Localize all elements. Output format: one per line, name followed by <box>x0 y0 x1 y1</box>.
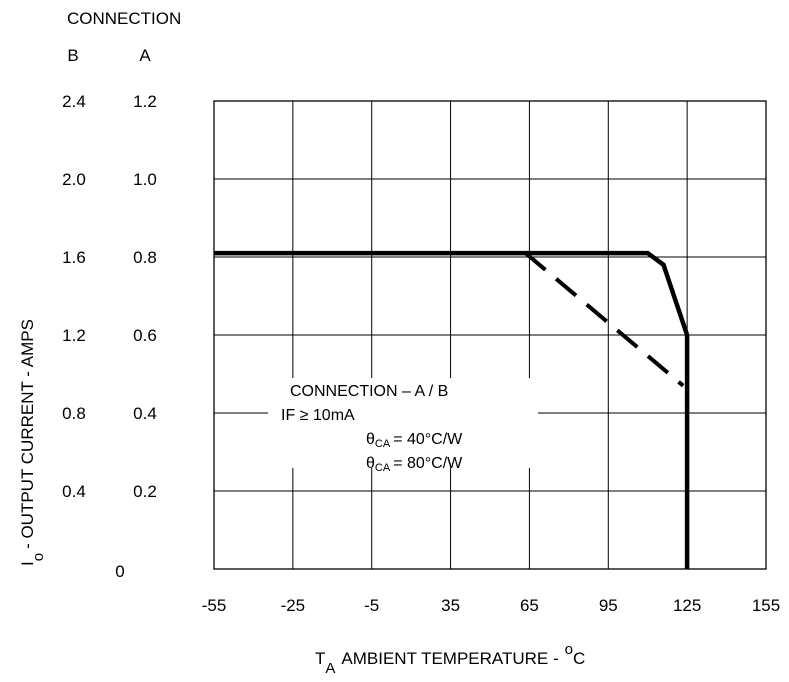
legend-entry-40-sub: CA <box>375 438 391 450</box>
legend-entry-40: θCA = 40°C/W <box>366 431 463 450</box>
x-tick-label: 125 <box>673 596 701 615</box>
grid <box>214 101 766 569</box>
legend-condition: IF ≥ 10mA <box>281 407 355 424</box>
y-tick-labels: 1.2 2.4 1.0 2.0 0.8 1.6 0.6 1.2 0.4 0.8 0.2 0.4 0 <box>62 92 157 581</box>
legend-entry-40-theta: θ <box>366 431 375 448</box>
y-axis-label: Io - OUTPUT CURRENT - AMPS <box>18 319 47 566</box>
y-tick-label-a: 0.6 <box>133 326 157 345</box>
y-tick-label-b: 0.4 <box>62 482 86 501</box>
y-tick-label-b: 2.4 <box>62 92 86 111</box>
y-axis-label-text: - OUTPUT CURRENT - AMPS <box>18 319 37 549</box>
y-tick-label-a: 0.4 <box>133 404 157 423</box>
y-tick-label-b: 1.6 <box>62 248 86 267</box>
x-tick-label: 35 <box>441 596 460 615</box>
legend-entry-80: θCA = 80°C/W <box>366 455 463 474</box>
x-tick-label: 95 <box>599 596 618 615</box>
y-tick-label-b: 0.8 <box>62 404 86 423</box>
x-axis-label-text: AMBIENT TEMPERATURE - <box>341 649 558 668</box>
x-tick-label: -25 <box>281 596 306 615</box>
y-tick-label-b: 2.0 <box>62 170 86 189</box>
x-tick-labels: -55 -25 -5 35 65 95 125 155 <box>202 596 780 615</box>
y-tick-label-a: 0.2 <box>133 482 157 501</box>
legend: CONNECTION – A / B IF ≥ 10mA θCA = 40°C/W… <box>268 378 538 474</box>
series-line-theta-80 <box>524 251 685 388</box>
legend-entry-80-sub: CA <box>375 462 391 474</box>
y-tick-label-a: 1.2 <box>133 92 157 111</box>
y-axis-label-i: I <box>18 561 37 566</box>
x-axis-label-t: T <box>315 649 325 668</box>
x-tick-label: 65 <box>520 596 539 615</box>
x-axis-label-sub: A <box>325 660 335 677</box>
legend-entry-80-value: = 80°C/W <box>393 455 463 472</box>
x-tick-label: -55 <box>202 596 227 615</box>
connection-header: CONNECTION <box>67 9 181 28</box>
y-tick-label-a: 0.8 <box>133 248 157 267</box>
series-lines <box>214 250 690 569</box>
x-axis-label-degree: o <box>565 641 573 658</box>
legend-entry-40-value: = 40°C/W <box>393 431 463 448</box>
y-tick-label-a: 0 <box>115 562 124 581</box>
series-line-theta-40 <box>214 250 690 569</box>
y-tick-label-a: 1.0 <box>133 170 157 189</box>
legend-background <box>268 378 538 468</box>
x-tick-label: 155 <box>752 596 780 615</box>
x-axis-label: TA AMBIENT TEMPERATURE - oC <box>315 641 585 677</box>
legend-title: CONNECTION – A / B <box>290 383 448 400</box>
y-axis-label-sub: o <box>30 553 47 561</box>
col-a-header: A <box>139 46 151 65</box>
x-axis-label-unit: C <box>573 649 585 668</box>
legend-entry-80-theta: θ <box>366 455 375 472</box>
y-tick-label-b: 1.2 <box>62 326 86 345</box>
col-b-header: B <box>67 46 78 65</box>
x-tick-label: -5 <box>364 596 379 615</box>
plot-frame <box>213 100 767 570</box>
